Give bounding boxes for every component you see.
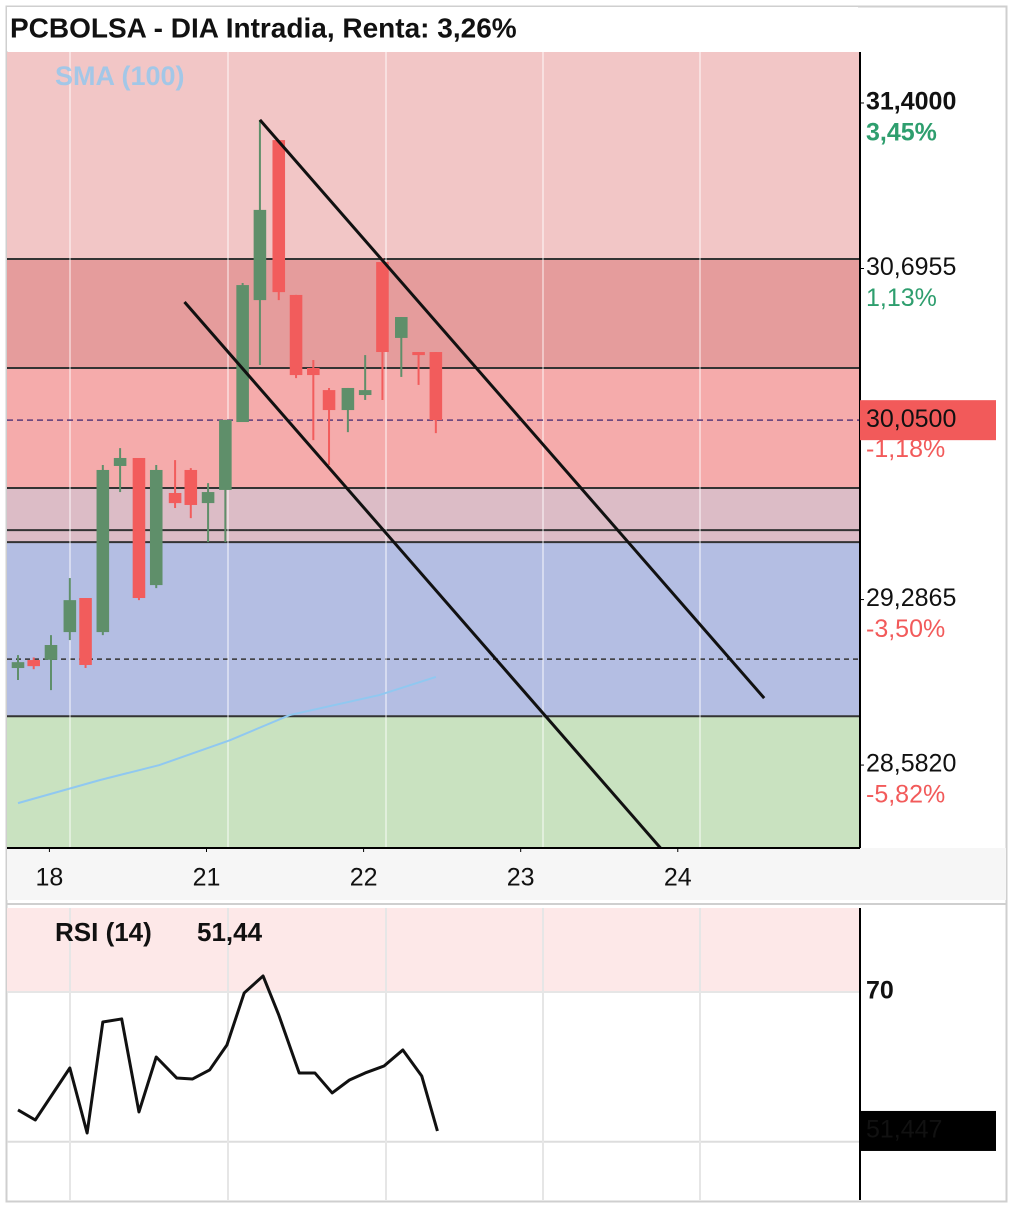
candle-body — [27, 660, 40, 667]
legend-value: 51,44 — [197, 917, 263, 947]
last-price-label: 30,0500 — [866, 405, 956, 433]
legend-label: SMA (100) — [55, 61, 185, 91]
zone — [7, 716, 860, 848]
marks: SMA (100) — [7, 61, 860, 848]
zone — [7, 488, 860, 543]
x-tick-label: 24 — [664, 864, 692, 892]
candle-body — [44, 645, 58, 660]
candle-body — [96, 469, 110, 633]
candle-body — [395, 317, 408, 338]
y-tick-label: 29,2865 — [866, 584, 956, 612]
grid — [69, 908, 701, 1200]
candle-body — [113, 457, 127, 466]
axes: 31,4000 3,45% 30,6955 1,13% 29,2865 -3,50% 28,… — [36, 88, 996, 1151]
y-tick-label: 30,6955 — [866, 253, 956, 281]
zones — [7, 908, 860, 1143]
last-price-box — [860, 400, 996, 441]
x-tick-label: 23 — [507, 864, 535, 892]
candle-body — [168, 492, 182, 504]
y-tick-change: 3,45% — [866, 119, 937, 147]
candle-body — [253, 209, 267, 301]
x-tick-label: 22 — [350, 864, 378, 892]
marks — [17, 974, 439, 1135]
candle-body — [132, 457, 146, 599]
candle-body — [149, 469, 163, 586]
rsi-line — [17, 974, 439, 1135]
zone — [7, 52, 860, 259]
candle-body — [358, 390, 372, 396]
frame — [5, 5, 1008, 1203]
trend-line — [258, 118, 766, 700]
candle-body — [272, 140, 286, 293]
y-tick-change: -5,82% — [866, 781, 945, 809]
y-tick-label: 70 — [866, 977, 894, 1005]
candle-body — [412, 352, 425, 356]
y-tick-label: 28,5820 — [866, 750, 956, 778]
candle-body — [184, 469, 198, 505]
last-value-label: 51,447 — [866, 1116, 942, 1144]
y-tick-change: -3,50% — [866, 615, 945, 643]
candle-body — [429, 352, 443, 421]
y-tick-label: 31,4000 — [866, 88, 956, 116]
candle-body — [219, 419, 232, 490]
candle-body — [307, 368, 320, 376]
candle-body — [201, 492, 215, 504]
x-tick-label: 18 — [36, 864, 64, 892]
candle-body — [236, 285, 249, 423]
panel-title: RSI (14) — [55, 917, 152, 947]
chart-title: PCBOLSA - DIA Intradia, Renta: 3,26% — [10, 12, 517, 43]
last-value-box — [860, 1110, 996, 1151]
zone — [7, 542, 860, 717]
candle-body — [376, 262, 389, 353]
zones — [7, 52, 860, 848]
x-tick-label: 21 — [193, 864, 221, 892]
zone — [7, 908, 860, 992]
candle-body — [79, 598, 92, 665]
y-tick-change: 1,13% — [866, 284, 937, 312]
candle-body — [341, 387, 355, 411]
zone — [7, 258, 860, 369]
candle-body — [289, 294, 303, 376]
candle-body — [322, 390, 336, 411]
candle-body — [63, 600, 77, 633]
title-bar — [7, 7, 858, 51]
sma-line — [17, 676, 437, 805]
last-price-change: -1,18% — [866, 435, 945, 463]
trend-line — [183, 300, 662, 848]
candle-body — [11, 662, 25, 669]
x-axis-band — [7, 848, 1006, 900]
